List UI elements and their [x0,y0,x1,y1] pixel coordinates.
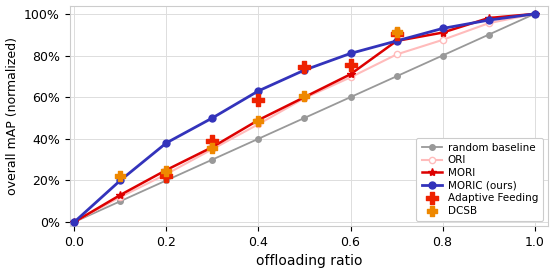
MORIC (ours) [531,12,538,16]
random baseline [485,33,492,36]
ORI [71,220,78,224]
Adaptive Feeding [254,98,263,102]
MORIC (ours) [209,116,216,119]
ORI [347,76,354,79]
X-axis label: offloading ratio: offloading ratio [256,255,362,269]
MORI [163,168,170,172]
DCSB [116,174,125,178]
MORI [255,118,261,122]
MORIC (ours) [255,89,261,93]
ORI [255,122,261,126]
random baseline [209,158,216,161]
DCSB [162,169,171,173]
MORIC (ours) [393,39,400,42]
random baseline [163,179,170,182]
MORI [439,31,446,34]
ORI [163,173,170,176]
Adaptive Feeding [346,63,355,67]
MORI [117,193,124,196]
Adaptive Feeding [208,139,217,143]
Y-axis label: overall mAP (normalized): overall mAP (normalized) [6,37,18,195]
Line: MORIC (ours): MORIC (ours) [71,10,538,226]
random baseline [71,220,78,224]
random baseline [347,95,354,99]
MORIC (ours) [117,179,124,182]
Adaptive Feeding [392,32,401,36]
MORIC (ours) [439,27,446,30]
random baseline [301,116,308,119]
MORI [347,73,354,76]
random baseline [117,199,124,203]
random baseline [439,54,446,57]
DCSB [208,146,217,150]
DCSB [392,29,401,34]
ORI [117,195,124,199]
MORI [71,220,78,224]
Line: MORI: MORI [70,10,539,226]
MORI [393,39,400,42]
Legend: random baseline, ORI, MORI, MORIC (ours), Adaptive Feeding, DCSB: random baseline, ORI, MORI, MORIC (ours)… [417,138,543,221]
MORI [485,16,492,20]
MORIC (ours) [301,68,308,72]
Line: ORI: ORI [71,11,538,225]
MORI [531,12,538,16]
MORIC (ours) [347,52,354,55]
MORI [209,145,216,149]
DCSB [254,119,263,123]
random baseline [531,12,538,16]
ORI [209,147,216,151]
MORIC (ours) [485,18,492,22]
random baseline [393,75,400,78]
ORI [485,22,492,25]
ORI [393,53,400,56]
Adaptive Feeding [300,65,309,69]
MORIC (ours) [163,141,170,145]
ORI [531,12,538,16]
MORI [301,95,308,99]
ORI [301,96,308,100]
MORIC (ours) [71,220,78,224]
DCSB [300,94,309,98]
Line: random baseline: random baseline [71,11,537,225]
Adaptive Feeding [162,174,171,178]
random baseline [255,137,261,140]
ORI [439,38,446,42]
